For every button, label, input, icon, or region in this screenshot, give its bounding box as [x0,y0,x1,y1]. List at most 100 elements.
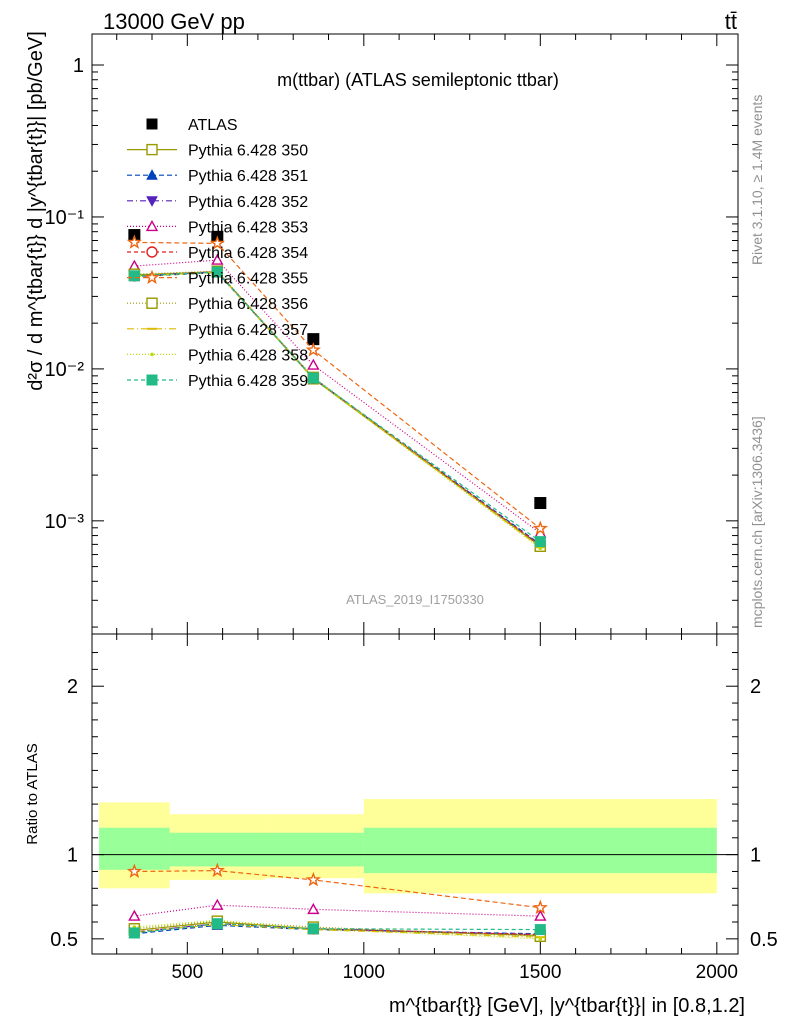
ratio-series-5 [126,862,548,915]
series-10 [128,266,546,548]
ratio-point [305,871,321,887]
ratio-point [209,862,225,878]
marker-shape [534,536,546,548]
ratio-point [534,924,546,936]
x-axis-label: m^{tbar{t}} [GeV], |y^{tbar{t}}| in [0.8… [389,995,745,1017]
legend-marker [146,196,158,207]
data-point [211,266,223,278]
main-plot-area: 1 10⁻¹ 10⁻² 10⁻³ [45,34,738,634]
ratio-line [134,923,541,936]
data-point [307,358,320,370]
legend-entry: Pythia 6.428 356 [127,296,308,313]
ratio-line [134,923,541,934]
marker-shape [534,924,546,936]
ratio-point [211,898,224,910]
ratio-point [307,923,319,935]
marker-shape [126,863,142,878]
ratio-y-tick-label-right: 1 [750,845,761,867]
marker-shape [532,520,548,536]
x-tick-label: 500 [171,962,203,983]
marker-shape [307,923,319,935]
marker-shape [146,118,158,130]
marker-shape [307,358,320,370]
marker-shape [305,342,321,357]
marker-shape [534,909,547,921]
legend-label: Pythia 6.428 358 [188,347,308,364]
uncertainty-band-inner [99,827,170,870]
marker-shape [307,902,320,915]
ratio-y-tick-label-right: 2 [750,676,761,698]
uncertainty-band-inner [264,832,364,867]
ratio-point [128,927,140,939]
header-process-label: 13000 GeV pp [103,9,245,34]
x-tick-label: 1000 [343,962,385,983]
marker-shape [211,898,224,910]
uncertainty-band-inner [363,827,717,874]
main-y-axis-label: d²σ / d m^{tbar{t}} d |y^{tbar{t}}| [pb/… [25,31,47,391]
y-tick-label: 10⁻² [45,359,85,381]
legend-entry: Pythia 6.428 359 [127,373,308,390]
data-point [538,546,543,551]
ratio-line [134,921,541,937]
marker-shape [146,143,158,156]
ratio-line [134,923,541,938]
rivet-version-label: Rivet 3.1.10, ≥ 1.4M events [749,95,765,265]
data-point [534,497,547,510]
ratio-y-tick-label-right: 0.5 [750,929,778,951]
ratio-series-3 [128,898,547,921]
legend-entry: Pythia 6.428 352 [127,194,308,211]
ratio-line [134,870,541,909]
legend: ATLAS Pythia 6.428 350 Pythia 6.428 351 Pyt… [127,117,308,390]
legend-label: Pythia 6.428 352 [188,194,308,211]
main-plot-title: m(ttbar) (ATLAS semileptonic ttbar) [277,70,559,90]
marker-shape [209,235,225,250]
marker-shape [146,246,158,258]
legend-marker [146,143,158,156]
legend-label: Pythia 6.428 350 [188,143,308,160]
marker-shape [128,270,140,282]
data-point [307,372,319,384]
marker-shape [534,497,547,510]
legend-label: Pythia 6.428 354 [188,245,308,262]
series-line [134,272,541,549]
series-6 [126,234,548,536]
marker-shape [145,219,159,232]
ratio-line [134,904,541,917]
mcplots-source-label: mcplots.cern.ch [arXiv:1306.3436] [749,416,765,628]
ratio-point [307,902,320,915]
marker-shape [146,374,158,386]
ratio-y-tick-label: 2 [67,676,78,698]
data-point [305,342,321,357]
legend-label: Pythia 6.428 355 [188,271,308,288]
y-tick-label: 10⁻¹ [45,207,85,229]
marker-shape [126,234,142,249]
y-tick-label: 1 [73,55,84,77]
ratio-point [538,937,543,941]
legend-entry: Pythia 6.428 350 [127,143,308,160]
ratio-point [534,909,547,921]
ratio-y-tick-label: 1 [67,845,78,867]
ratio-point [128,909,141,921]
data-point [211,253,224,265]
series-line [134,271,541,548]
marker-shape [146,169,158,180]
legend-label: ATLAS [188,117,238,134]
ratio-plot-frame [91,633,739,955]
legend-label: Pythia 6.428 359 [188,373,308,390]
marker-shape [144,269,160,285]
marker-shape [150,352,154,357]
legend-marker [146,297,158,309]
legend-entry: ATLAS [146,117,238,134]
legend-label: Pythia 6.428 351 [188,168,308,185]
marker-shape [128,927,140,939]
legend-entry: Pythia 6.428 353 [127,219,308,236]
legend-marker [146,246,158,258]
marker-shape [146,297,158,309]
marker-shape [538,546,543,551]
x-tick-label: 1500 [519,962,561,983]
legend-entry: Pythia 6.428 354 [127,245,308,262]
data-point [532,520,548,536]
marker-shape [211,266,223,278]
legend-marker [146,118,158,130]
x-tick-label: 2000 [696,962,738,983]
